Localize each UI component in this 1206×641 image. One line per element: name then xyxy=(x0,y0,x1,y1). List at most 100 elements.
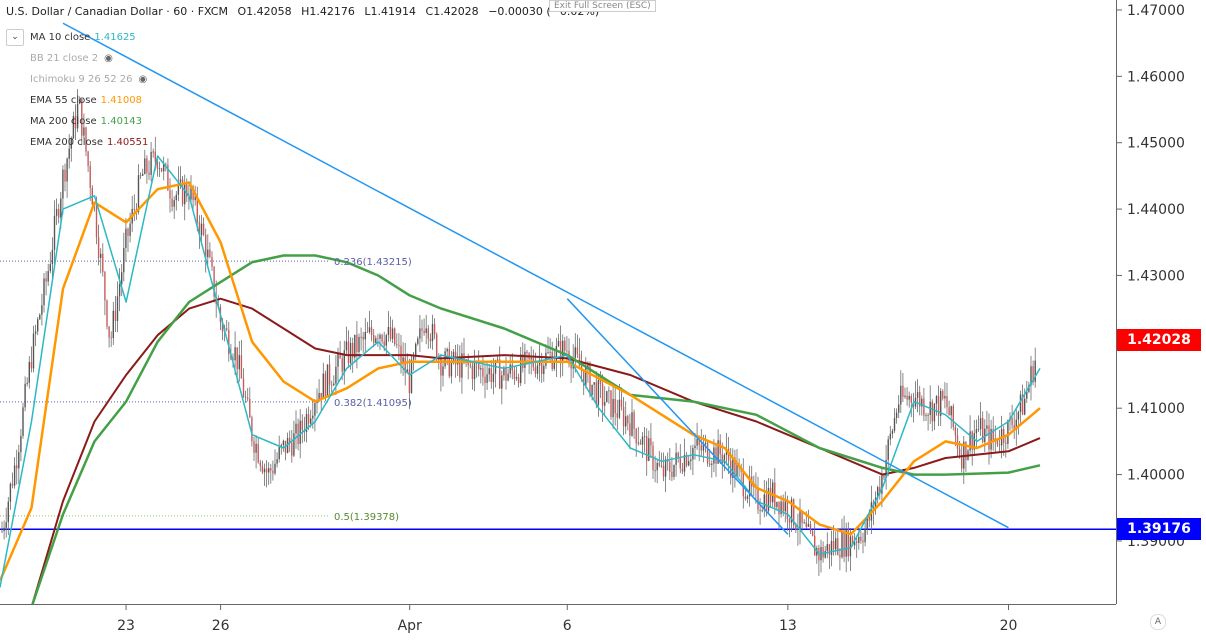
candle-body xyxy=(64,169,66,182)
candle-body xyxy=(933,403,936,422)
candle-body xyxy=(127,228,129,236)
indicator-name: BB 21 close 2 xyxy=(30,53,99,64)
candle-body xyxy=(633,412,635,429)
candle-body xyxy=(95,204,98,238)
candle-body xyxy=(593,382,595,385)
candle-body xyxy=(597,380,600,405)
candle-body xyxy=(585,367,587,386)
candle-body xyxy=(606,391,608,403)
candle-body xyxy=(305,414,308,432)
indicator-ma10[interactable]: MA 10 close 1.41625 xyxy=(6,27,148,48)
candle-body xyxy=(169,190,171,199)
candle-body xyxy=(368,327,371,333)
fib-level-label: 0.5(1.39378) xyxy=(334,512,399,523)
candle-body xyxy=(452,351,455,362)
candle-body xyxy=(66,158,68,182)
indicator-ichimoku[interactable]: Ichimoku 9 26 52 26 ◉ xyxy=(6,69,148,90)
candle-body xyxy=(641,436,644,445)
candle-body xyxy=(116,296,119,321)
candle-body xyxy=(925,415,927,417)
candle-body xyxy=(324,373,327,397)
candle-body xyxy=(255,443,257,453)
candle-body xyxy=(618,399,621,418)
candle-body xyxy=(1015,419,1017,430)
indicator-ema55[interactable]: EMA 55 close 1.41008 xyxy=(6,90,148,111)
candle-body xyxy=(631,412,633,436)
candle-body xyxy=(398,344,400,346)
candle-body xyxy=(55,209,58,216)
trendlines xyxy=(62,22,1009,535)
candle-body xyxy=(326,364,329,397)
ma10-line xyxy=(0,155,1041,588)
candle-body xyxy=(734,457,736,478)
candle-body xyxy=(312,415,314,419)
candle-body xyxy=(721,454,723,464)
candle-body xyxy=(650,438,652,446)
candle-body xyxy=(276,459,278,464)
candle-body xyxy=(51,249,54,265)
candle-body xyxy=(954,426,957,436)
indicator-ema200[interactable]: EMA 200 close 1.40551 xyxy=(6,132,148,153)
candle-body xyxy=(793,499,795,526)
candle-body xyxy=(356,334,358,353)
indicator-lines xyxy=(0,155,1041,604)
candle-body xyxy=(16,465,18,469)
candle-body xyxy=(100,253,102,258)
indicator-ma200[interactable]: MA 200 close 1.40143 xyxy=(6,111,148,132)
candle-body xyxy=(377,338,379,340)
candle-body xyxy=(1021,394,1024,415)
candle-body xyxy=(314,403,316,416)
symbol-title[interactable]: U.S. Dollar / Canadian Dollar · 60 · FXC… xyxy=(6,5,228,18)
indicator-bb[interactable]: BB 21 close 2 ◉ xyxy=(6,48,148,69)
candle-body xyxy=(370,327,373,336)
candle-body xyxy=(501,375,503,389)
ema200-line xyxy=(31,297,1041,604)
candle-body xyxy=(898,404,900,413)
candle-body xyxy=(841,532,843,558)
fibonacci-levels xyxy=(0,260,1116,531)
exit-fullscreen-button[interactable]: Exit Full Screen (ESC) xyxy=(549,0,656,12)
candle-body xyxy=(173,200,175,207)
candle-body xyxy=(679,458,681,469)
candle-body xyxy=(72,116,75,139)
candle-body xyxy=(639,442,642,445)
indicator-name: MA 200 close xyxy=(30,116,97,127)
y-tick-label: 1.41000 xyxy=(1127,401,1185,417)
candle-body xyxy=(769,488,772,503)
candle-body xyxy=(698,438,700,445)
candle-body xyxy=(895,412,898,418)
candle-body xyxy=(160,168,163,172)
auto-scale-button[interactable]: A xyxy=(1150,614,1166,630)
candle-body xyxy=(459,357,461,378)
candle-body xyxy=(194,195,196,201)
candle-body xyxy=(786,501,789,519)
candle-body xyxy=(383,341,385,346)
candle-body xyxy=(658,462,660,466)
candle-body xyxy=(343,350,345,372)
candle-body xyxy=(648,438,650,461)
candle-body xyxy=(37,319,39,332)
candle-body xyxy=(1017,412,1020,420)
candle-body xyxy=(610,390,612,418)
price-axis[interactable]: 1.390001.400001.410001.420001.430001.440… xyxy=(1116,0,1206,604)
ohlc-high: H1.42176 xyxy=(301,5,355,18)
x-tick-label: 6 xyxy=(563,618,572,634)
indicator-legend: ⌄ MA 10 close 1.41625 BB 21 close 2 ◉ Ichi… xyxy=(6,27,148,153)
y-tick-label: 1.43000 xyxy=(1127,268,1185,284)
candle-body xyxy=(150,151,152,175)
time-axis[interactable]: 23 26 Apr 6 13 20 xyxy=(0,604,1116,641)
candle-body xyxy=(1024,398,1026,415)
candle-body xyxy=(950,406,952,416)
candle-body xyxy=(515,377,518,379)
candle-body xyxy=(257,443,259,463)
candle-body xyxy=(34,331,37,334)
candle-body xyxy=(146,158,148,173)
eye-hidden-icon[interactable]: ◉ xyxy=(104,53,113,64)
candle-body xyxy=(318,393,320,401)
candle-body xyxy=(30,361,33,369)
chevron-down-icon[interactable]: ⌄ xyxy=(6,29,24,46)
candle-body xyxy=(301,420,303,430)
candle-body xyxy=(984,428,986,443)
price-chart-plot[interactable]: 0.236(1.43215) 0.382(1.41095) 0.5(1.39378) xyxy=(0,0,1116,604)
eye-hidden-icon[interactable]: ◉ xyxy=(138,74,148,85)
